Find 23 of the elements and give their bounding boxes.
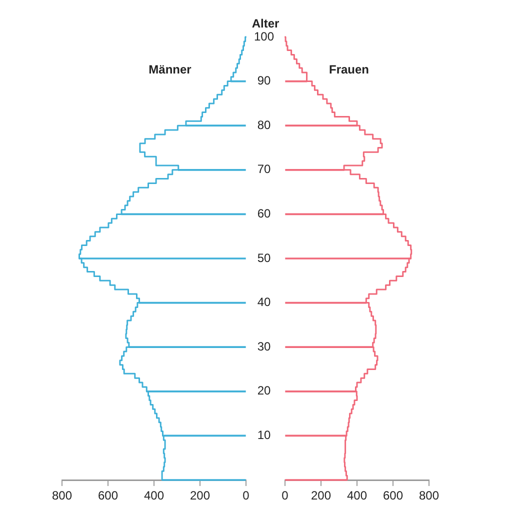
y-tick-label: 60 xyxy=(257,206,272,221)
y-axis-title: Alter xyxy=(252,16,280,30)
text: Männer xyxy=(148,62,192,76)
x-tick-label: 600 xyxy=(382,488,404,503)
y-tick-label: 70 xyxy=(257,162,272,176)
y-tick-label: 30 xyxy=(257,339,272,354)
x-tick-label: 600 xyxy=(98,488,118,503)
x-tick-label: 800 xyxy=(418,488,440,503)
x-tick-label: 400 xyxy=(346,488,368,503)
x-tick-label: 800 xyxy=(52,488,72,503)
text: Frauen xyxy=(328,62,370,76)
y-tick-label: 80 xyxy=(257,118,272,132)
x-tick-label: 400 xyxy=(144,488,164,503)
y-tick-label: 40 xyxy=(257,295,272,310)
x-tick-label: 200 xyxy=(190,488,210,503)
x-tick-label: 0 xyxy=(242,488,250,503)
y-tick-label: 20 xyxy=(257,384,272,398)
x-tick-label: 0 xyxy=(282,488,289,503)
y-tick-label: 10 xyxy=(257,428,272,442)
x-tick-label: 200 xyxy=(310,488,332,503)
y-tick-label: 90 xyxy=(257,74,272,88)
y-tick-label: 100 xyxy=(254,29,274,44)
y-tick-label: 50 xyxy=(257,250,272,265)
